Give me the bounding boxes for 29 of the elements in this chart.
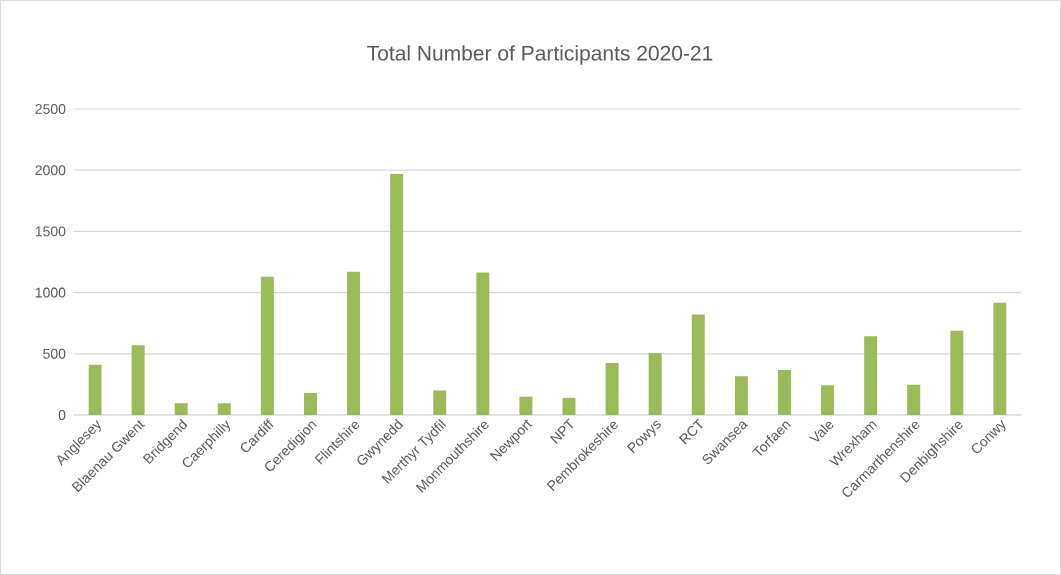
bar [433,390,447,415]
chart-title: Total Number of Participants 2020-21 [367,45,713,65]
bar [691,314,705,415]
bar [993,302,1007,415]
bar [864,336,878,415]
bar [519,396,533,415]
y-tick-label: 1500 [35,226,66,237]
bar [303,392,317,415]
bar [648,353,662,415]
bar [131,345,145,415]
bar [476,272,490,415]
bar [907,384,921,415]
y-tick-label: 500 [43,348,66,359]
bar [777,369,791,415]
bar [950,330,964,415]
y-tick-label: 0 [58,410,66,420]
y-tick-label: 2000 [35,165,66,176]
bar [260,276,274,415]
bar [347,271,361,415]
bar [605,362,619,415]
bar [390,173,404,415]
bar [174,403,188,415]
bar [734,376,748,415]
bar [217,403,231,415]
bar [88,364,102,415]
bar [562,397,576,415]
y-tick-label: 1000 [35,287,66,298]
bar [821,385,835,415]
y-tick-label: 2500 [35,104,66,114]
